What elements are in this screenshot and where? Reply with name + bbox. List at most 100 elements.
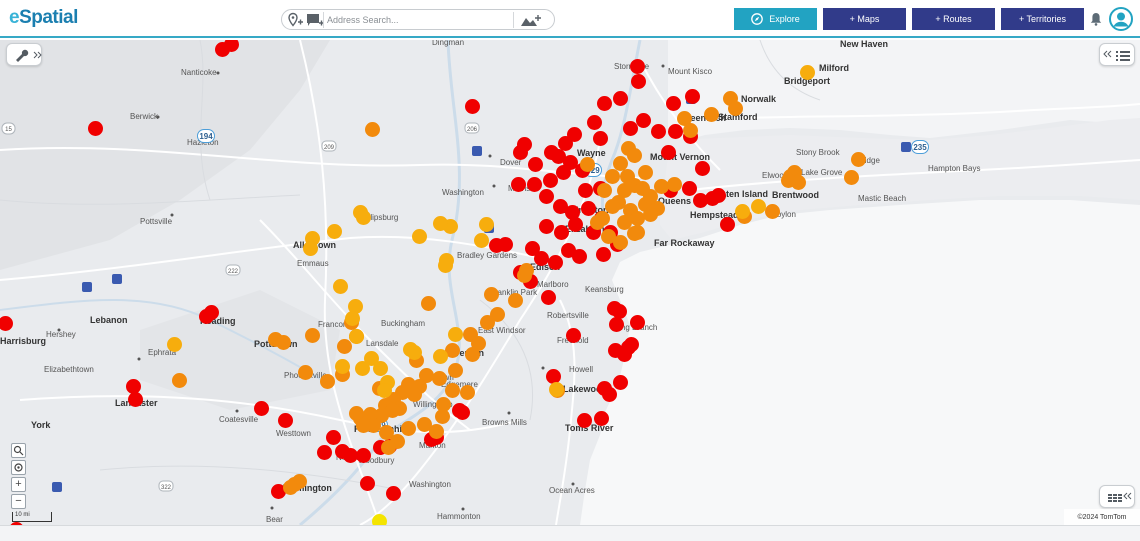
map-marker[interactable]: [539, 219, 554, 234]
map-marker[interactable]: [298, 365, 313, 380]
map-marker[interactable]: [609, 317, 624, 332]
map-marker[interactable]: [343, 448, 358, 463]
map-marker[interactable]: [317, 445, 332, 460]
map-marker[interactable]: [126, 379, 141, 394]
map-marker[interactable]: [511, 177, 526, 192]
map-marker[interactable]: [421, 296, 436, 311]
map-marker[interactable]: [617, 215, 632, 230]
map-marker[interactable]: [508, 293, 523, 308]
map-marker[interactable]: [327, 224, 342, 239]
map-marker[interactable]: [381, 440, 396, 455]
map-marker[interactable]: [613, 91, 628, 106]
map-marker[interactable]: [661, 145, 676, 160]
map-marker[interactable]: [643, 207, 658, 222]
map-marker[interactable]: [438, 258, 453, 273]
map-marker[interactable]: [372, 514, 387, 525]
map-marker[interactable]: [88, 121, 103, 136]
map-marker[interactable]: [627, 148, 642, 163]
add-location-pin-icon[interactable]: [286, 12, 304, 28]
map-marker[interactable]: [551, 149, 566, 164]
map-marker[interactable]: [668, 124, 683, 139]
map-marker[interactable]: [781, 173, 796, 188]
map-marker[interactable]: [617, 347, 632, 362]
map-marker[interactable]: [577, 413, 592, 428]
map-marker[interactable]: [448, 327, 463, 342]
map-marker[interactable]: [594, 411, 609, 426]
map-marker[interactable]: [566, 328, 581, 343]
map-marker[interactable]: [654, 179, 669, 194]
route-planner-icon[interactable]: [519, 12, 549, 28]
map-marker[interactable]: [349, 329, 364, 344]
map-marker[interactable]: [333, 279, 348, 294]
map-marker[interactable]: [407, 345, 422, 360]
user-avatar-icon[interactable]: [1109, 7, 1133, 31]
map-marker[interactable]: [612, 304, 627, 319]
map-marker[interactable]: [305, 328, 320, 343]
map-marker[interactable]: [360, 476, 375, 491]
map-marker[interactable]: [412, 229, 427, 244]
zoom-search-button[interactable]: [11, 443, 26, 458]
map-marker[interactable]: [278, 413, 293, 428]
map-tools-button[interactable]: [6, 43, 42, 66]
map-marker[interactable]: [593, 131, 608, 146]
map-marker[interactable]: [326, 430, 341, 445]
map-marker[interactable]: [480, 315, 495, 330]
map-marker[interactable]: [276, 335, 291, 350]
map-marker[interactable]: [630, 225, 645, 240]
explore-button[interactable]: Explore: [734, 8, 817, 30]
map-marker[interactable]: [484, 287, 499, 302]
map-marker[interactable]: [349, 406, 364, 421]
map-marker[interactable]: [429, 424, 444, 439]
map-marker[interactable]: [735, 204, 750, 219]
map-marker[interactable]: [377, 383, 392, 398]
map-marker[interactable]: [630, 315, 645, 330]
map-marker[interactable]: [271, 484, 286, 499]
add-note-icon[interactable]: [306, 12, 324, 28]
data-grid-button[interactable]: [1099, 485, 1135, 508]
map-marker[interactable]: [432, 371, 447, 386]
map-marker[interactable]: [348, 299, 363, 314]
bell-icon[interactable]: [1090, 12, 1102, 26]
map-marker[interactable]: [572, 249, 587, 264]
map-marker[interactable]: [479, 217, 494, 232]
cluster-count-badge[interactable]: 235: [911, 140, 929, 154]
map-marker[interactable]: [474, 233, 489, 248]
map-marker[interactable]: [355, 361, 370, 376]
map-marker[interactable]: [356, 418, 371, 433]
map-marker[interactable]: [597, 183, 612, 198]
map-marker[interactable]: [587, 115, 602, 130]
map-marker[interactable]: [460, 385, 475, 400]
map-marker[interactable]: [517, 137, 532, 152]
map-marker[interactable]: [543, 173, 558, 188]
map-marker[interactable]: [578, 183, 593, 198]
legend-panel-button[interactable]: [1099, 43, 1135, 66]
map-marker[interactable]: [365, 122, 380, 137]
map-marker[interactable]: [303, 241, 318, 256]
map-canvas[interactable]: 15 209 206 222 322 Dingma: [0, 40, 1140, 525]
map-marker[interactable]: [534, 251, 549, 266]
map-marker[interactable]: [167, 337, 182, 352]
map-marker[interactable]: [433, 216, 448, 231]
map-marker[interactable]: [445, 383, 460, 398]
map-marker[interactable]: [528, 157, 543, 172]
map-marker[interactable]: [548, 255, 563, 270]
map-marker[interactable]: [433, 349, 448, 364]
map-marker[interactable]: [465, 347, 480, 362]
map-marker[interactable]: [683, 123, 698, 138]
map-marker[interactable]: [498, 237, 513, 252]
map-marker[interactable]: [720, 217, 735, 232]
map-marker[interactable]: [407, 387, 422, 402]
map-marker[interactable]: [379, 425, 394, 440]
map-marker[interactable]: [335, 359, 350, 374]
map-marker[interactable]: [356, 448, 371, 463]
zoom-out-button[interactable]: −: [11, 494, 26, 509]
map-marker[interactable]: [401, 421, 416, 436]
map-marker[interactable]: [581, 201, 596, 216]
map-marker[interactable]: [565, 205, 580, 220]
map-marker[interactable]: [631, 74, 646, 89]
map-marker[interactable]: [844, 170, 859, 185]
map-marker[interactable]: [435, 409, 450, 424]
map-marker[interactable]: [751, 199, 766, 214]
map-marker[interactable]: [519, 263, 534, 278]
map-marker[interactable]: [620, 169, 635, 184]
